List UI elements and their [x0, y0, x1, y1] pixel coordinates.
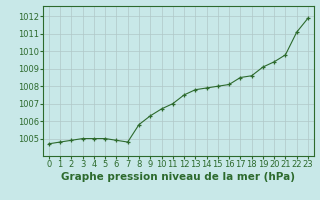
X-axis label: Graphe pression niveau de la mer (hPa): Graphe pression niveau de la mer (hPa) — [61, 172, 295, 182]
